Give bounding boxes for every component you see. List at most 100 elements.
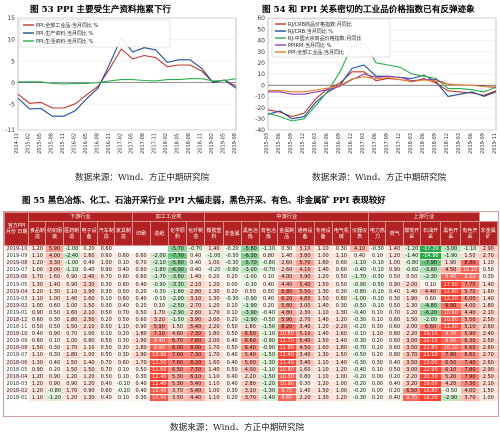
legend-label: PPI:全部工业品:当月同比 % (36, 22, 98, 29)
table-row: 2019-06 1.70 1.60 0.90 2.40 0.70 0.60 0.60 -1.70… (4, 273, 498, 282)
table-cell: -0.90 (350, 280, 369, 289)
x-tick-label: 2016-02 (71, 133, 77, 154)
table-cell: -0.90 (259, 344, 278, 353)
table-cell: 0.20 (385, 373, 404, 381)
table-cell: -1.70 (150, 273, 169, 282)
table-cell: -2.30 (420, 273, 441, 282)
table-cell: 4.40 (186, 394, 205, 403)
table-cell: -4.80 (420, 302, 441, 310)
table-cell: 5.00 (241, 359, 260, 367)
table-cell: -0.30 (350, 337, 369, 346)
x-tick-label: 2018-02 (163, 133, 169, 154)
table-cell: 0.10 (97, 295, 115, 303)
table-cell: 0.60 (132, 252, 151, 261)
table-cell: 1.70 (28, 273, 46, 282)
table-cell: 1.60 (204, 359, 224, 367)
table-cell: 0.60 (132, 273, 151, 282)
table-cell: 3.10 (241, 387, 260, 395)
table-cell: 0.30 (368, 359, 386, 367)
table-cell: 0.40 (28, 330, 46, 339)
column-header: 化学原料 (167, 221, 188, 246)
table-cell: -0.70 (350, 344, 369, 353)
table-cell: 2.30 (80, 280, 98, 289)
table-cell: 19.00 (420, 380, 441, 388)
table-cell: 21.10 (420, 351, 441, 360)
table-cell: 0.90 (45, 330, 64, 339)
table-cell: -0.70 (259, 266, 278, 275)
table-cell: -0.80 (223, 266, 242, 275)
table-cell: 0.50 (259, 288, 278, 296)
series-line (17, 48, 237, 109)
table-cell: 3.40 (295, 323, 315, 332)
table-cell: 1.00 (80, 351, 98, 360)
table-cell: 0.00 (223, 280, 242, 289)
row-date: 2019-09 (4, 252, 29, 261)
table-cell: 1.70 (204, 351, 224, 360)
table-cell: 0.40 (114, 302, 133, 310)
table-cell: 0.20 (368, 351, 386, 360)
table-cell: 2.60 (479, 359, 498, 367)
group-header-upstream: 上游行业 (368, 212, 480, 222)
table-cell: 0.30 (114, 351, 133, 360)
table-cell: 10.30 (277, 373, 296, 381)
table-cell: 3.40 (295, 359, 315, 367)
series-line (267, 76, 497, 93)
table-cell: -7.90 (420, 259, 441, 268)
table-cell: 0.60 (114, 252, 133, 261)
table-cell: 9.70 (277, 387, 296, 395)
table-cell: -0.10 (150, 295, 169, 303)
table-cell: 1.00 (80, 330, 98, 339)
table-row: 2019-01 0.90 0.50 1.60 2.10 0.50 0.70 0.50 1.70-… (4, 309, 498, 317)
table-cell: -0.10 (368, 295, 386, 303)
table-cell: 12.20 (440, 295, 461, 303)
table-cell: 0.80 (385, 351, 404, 360)
x-tick-label: 2018-09 (432, 133, 438, 154)
y-tick-label: -20 (255, 105, 265, 112)
table-cell: 2.00 (204, 316, 224, 325)
table-cell: -5.80 (241, 245, 260, 254)
table-cell: 1.00 (314, 252, 333, 261)
table-cell: 0.50 (332, 280, 351, 289)
table-cell: 1.70 (150, 309, 169, 317)
table-cell: 2.20 (332, 323, 351, 332)
x-tick-label: 2017-05 (129, 133, 135, 154)
table-cell: 0.20 (204, 273, 224, 282)
table-cell: 1.40 (332, 359, 351, 367)
table-cell: -6.00 (168, 266, 187, 275)
table-cell: 0.20 (132, 302, 151, 310)
table-cell: 0.50 (97, 373, 115, 381)
column-header: 汽车制造 (97, 221, 116, 246)
table-cell: 0.50 (132, 309, 151, 317)
table-cell: 0.20 (223, 316, 242, 325)
table-cell: 4.40 (277, 280, 296, 289)
table-cell: 0.30 (332, 302, 351, 310)
legend-box (271, 18, 391, 58)
table-cell: 2.10 (186, 280, 205, 289)
table-cell: 4.10 (350, 245, 369, 254)
table-cell: 0.30 (277, 245, 296, 254)
table-cell: 0.30 (332, 245, 351, 254)
table-cell: 4.40 (420, 288, 441, 296)
table-cell: 1.80 (204, 330, 224, 339)
table-cell: 1.40 (295, 387, 315, 395)
row-date: 2018-03 (4, 380, 29, 388)
x-tick-label: 2018-08 (186, 133, 192, 154)
y-tick-label: 5 (11, 58, 15, 65)
table-cell: 2.60 (277, 266, 296, 275)
table-cell: 0.80 (80, 337, 98, 346)
table-cell: 1.40 (186, 273, 205, 282)
column-header: 通用设备 (295, 221, 315, 246)
table-cell: 0.10 (114, 394, 133, 403)
x-tick-label: 2015-08 (48, 133, 54, 154)
y-tick-label: 15 (7, 15, 15, 22)
table-cell: 5.70 (295, 259, 315, 268)
table-cell: -0.40 (350, 366, 369, 374)
table-row: 2018-09 0.60 0.10 1.00 0.80 0.50 0.30 1.90 9.40 6… (4, 337, 498, 346)
table-cell: 3.50 (403, 359, 421, 367)
y-tick-label: 50 (257, 26, 265, 33)
table-cell: 1.50 (314, 295, 333, 303)
table-cell: -0.30 (368, 273, 386, 282)
table-cell: 3.20 (150, 316, 169, 325)
x-tick-label: 2018-11 (198, 133, 204, 154)
table-cell: 1.40 (479, 280, 498, 289)
